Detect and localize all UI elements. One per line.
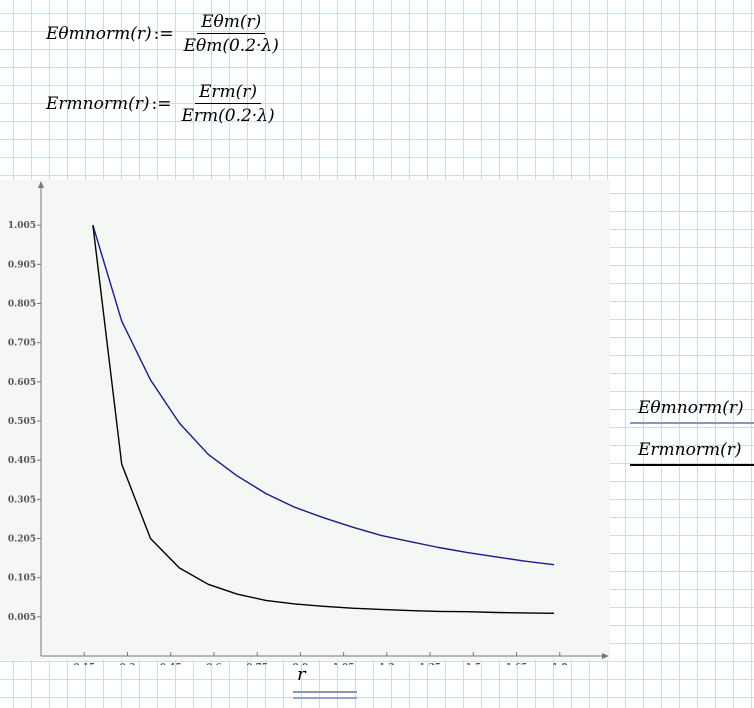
legend-line-swatch <box>630 422 754 424</box>
plot-series <box>92 224 555 614</box>
x-tick-label: 0.75 <box>246 663 268 665</box>
y-axis-arrow <box>38 181 44 188</box>
equation-lhs: Eθmnorm(r) <box>46 24 152 44</box>
y-tick-label: 0.805 <box>8 300 36 310</box>
x-axis-variable[interactable]: r <box>297 664 306 685</box>
legend-line-swatch <box>630 464 754 466</box>
y-tick-label: 0.405 <box>8 456 36 466</box>
x-tick-label: 0.6 <box>206 663 222 665</box>
x-tick-label: 1.5 <box>465 663 481 665</box>
equation-etheta-norm[interactable]: Eθmnorm(r) := Eθm(r) Eθm(0.2·λ) <box>46 12 283 56</box>
equation-er-norm[interactable]: Ermnorm(r) := Erm(r) Erm(0.2·λ) <box>46 82 279 126</box>
legend-label: Eθmnorm(r) <box>638 398 744 418</box>
x-tick-label: 0.15 <box>73 663 95 665</box>
fraction: Erm(r) Erm(0.2·λ) <box>177 82 278 126</box>
x-axis-underline-1 <box>293 691 357 693</box>
y-tick-label: 0.705 <box>8 339 36 349</box>
x-tick-label: 0.45 <box>160 663 182 665</box>
fraction-denominator: Erm(0.2·λ) <box>181 106 275 126</box>
x-tick-label: 1.05 <box>333 663 355 665</box>
series-line-er <box>92 225 555 614</box>
y-tick-label: 0.505 <box>8 417 36 427</box>
x-axis-arrow <box>602 653 609 659</box>
plot-ticks: 0.15 0.3 0.45 0.6 0.75 0.9 1.05 1.2 1.35 1.5 1.65 1… <box>8 221 568 665</box>
assign-operator: := <box>151 94 172 114</box>
y-tick-label: 0.305 <box>8 495 36 505</box>
y-tick-label: 0.005 <box>8 613 36 623</box>
fraction-numerator: Eθm(r) <box>197 12 266 34</box>
y-tick-label: 1.005 <box>8 221 36 231</box>
assign-operator: := <box>153 24 174 44</box>
x-tick-label: 1.8 <box>552 663 568 665</box>
plot-background <box>0 180 610 660</box>
xy-plot[interactable]: 0.15 0.3 0.45 0.6 0.75 0.9 1.05 1.2 1.35 1.5 1.65 1… <box>0 175 620 665</box>
y-tick-label: 0.205 <box>8 535 36 545</box>
equation-lhs: Ermnorm(r) <box>46 94 150 114</box>
x-tick-label: 1.65 <box>506 663 528 665</box>
fraction-denominator: Eθm(0.2·λ) <box>183 36 279 56</box>
fraction-numerator: Erm(r) <box>195 82 262 104</box>
series-line-etheta <box>92 224 555 566</box>
y-tick-label: 0.905 <box>8 260 36 270</box>
legend-entry-er[interactable]: Ermnorm(r) <box>630 440 754 466</box>
y-tick-label: 0.605 <box>8 378 36 388</box>
legend-label: Ermnorm(r) <box>638 440 742 460</box>
y-tick-label: 0.105 <box>8 574 36 584</box>
x-tick-label: 0.3 <box>120 663 136 665</box>
x-tick-label: 1.2 <box>379 663 395 665</box>
x-axis-underline-2 <box>293 697 357 699</box>
legend-entry-etheta[interactable]: Eθmnorm(r) <box>630 398 754 424</box>
x-tick-label: 0.9 <box>293 663 309 665</box>
fraction: Eθm(r) Eθm(0.2·λ) <box>180 12 283 56</box>
x-tick-label: 1.35 <box>419 663 441 665</box>
